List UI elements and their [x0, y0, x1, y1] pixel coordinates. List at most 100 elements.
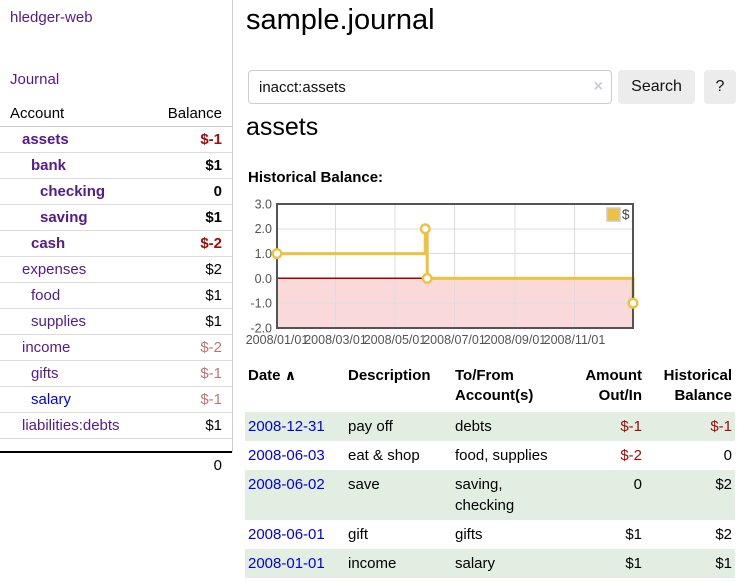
register-header-date-label: Date — [248, 367, 281, 384]
transaction-date-link[interactable]: 2008-06-02 — [248, 475, 325, 493]
account-link-food[interactable]: food — [31, 287, 61, 304]
transaction-description: pay off — [345, 411, 452, 441]
transaction-balance: $-1 — [645, 411, 735, 441]
clear-search-icon[interactable]: × — [593, 78, 603, 95]
register-row[interactable]: 2008-12-31 pay off debts $-1 $-1 — [245, 411, 735, 441]
transaction-amount: $1 — [564, 548, 645, 578]
account-balance: 0 — [150, 178, 232, 205]
transaction-date-link[interactable]: 2008-01-01 — [248, 554, 325, 572]
account-link-checking[interactable]: checking — [40, 183, 106, 200]
account-link-liabilities-debts[interactable]: liabilities:debts — [22, 417, 120, 434]
accounts-total-value: 0 — [150, 451, 232, 478]
register-header-description: Description — [348, 367, 431, 384]
transaction-accounts: gifts — [455, 525, 483, 543]
transaction-description: save — [345, 469, 452, 520]
historical-balance-chart[interactable]: 3.0 2.0 1.0 0.0 -1.0 -2.02008/01/012008/03/01… — [245, 198, 742, 353]
account-link-income[interactable]: income — [22, 339, 71, 356]
chart-title: Historical Balance: — [248, 169, 384, 186]
account-balance: $1 — [150, 308, 232, 335]
svg-text:3.0: 3.0 — [255, 198, 272, 211]
account-link-expenses[interactable]: expenses — [22, 261, 87, 278]
account-row-income: income $-2 — [0, 334, 232, 361]
svg-text:1.0: 1.0 — [255, 247, 272, 261]
register-header-date[interactable]: Date ∧ — [245, 363, 345, 412]
account-heading: assets — [246, 113, 319, 141]
search-input-wrap: × — [248, 70, 612, 104]
account-balance: $-1 — [150, 386, 232, 413]
transaction-date-link[interactable]: 2008-06-03 — [248, 446, 325, 464]
transaction-date-link[interactable]: 2008-12-31 — [248, 417, 325, 435]
accounts-tree-table: Account Balance assets $-1 bank $1 check… — [0, 101, 232, 478]
app-title-link[interactable]: hledger-web — [10, 9, 93, 26]
account-link-assets[interactable]: assets — [22, 131, 69, 148]
account-row-salary: salary $-1 — [0, 386, 232, 413]
account-link-gifts[interactable]: gifts — [31, 365, 59, 382]
account-row-food: food $1 — [0, 282, 232, 309]
transaction-balance: $2 — [715, 525, 732, 543]
svg-text:2008/09/01: 2008/09/01 — [484, 333, 547, 347]
account-link-bank[interactable]: bank — [31, 157, 67, 174]
account-balance: $1 — [150, 282, 232, 309]
accounts-header-balance: Balance — [150, 101, 232, 127]
transaction-description: eat & shop — [348, 446, 420, 464]
register-table: Date ∧ Description To/From Account(s) Am… — [245, 363, 735, 578]
chart-legend-label: $ — [622, 207, 630, 222]
transaction-accounts: food, supplies — [455, 446, 548, 464]
account-link-cash[interactable]: cash — [31, 235, 66, 252]
register-row[interactable]: 2008-06-01 gift gifts $1 $2 — [245, 520, 735, 549]
register-header-amount: Amount Out/In — [585, 367, 642, 405]
accounts-header-account: Account — [0, 101, 151, 127]
account-balance: $1 — [150, 152, 232, 179]
transaction-amount: $-2 — [620, 446, 642, 464]
transaction-balance: $2 — [645, 469, 735, 520]
transaction-accounts: saving, checking — [452, 469, 564, 520]
svg-text:2008/07/01: 2008/07/01 — [423, 333, 486, 347]
transaction-description: income — [345, 548, 452, 578]
svg-text:-2.0: -2.0 — [250, 321, 272, 335]
account-link-saving[interactable]: saving — [40, 209, 88, 226]
main-panel: sample.journal × Search ? assets Histori… — [233, 0, 742, 582]
svg-text:2008/03/01: 2008/03/01 — [304, 333, 367, 347]
accounts-total-spacer — [0, 439, 232, 453]
search-input[interactable] — [248, 70, 612, 104]
svg-text:2008/01/01: 2008/01/01 — [246, 333, 309, 347]
account-balance: $-1 — [150, 126, 232, 153]
transaction-amount: 0 — [564, 469, 645, 520]
transaction-balance: $1 — [645, 548, 735, 578]
transaction-accounts: salary — [452, 548, 564, 578]
account-row-gifts: gifts $-1 — [0, 360, 232, 387]
register-header-balance: Historical Balance — [663, 367, 732, 405]
sidebar-item-journal[interactable]: Journal — [10, 71, 60, 88]
account-balance: $-2 — [150, 334, 232, 361]
account-balance: $-2 — [150, 230, 232, 257]
account-link-salary[interactable]: salary — [31, 391, 72, 408]
account-row-bank: bank $1 — [0, 152, 232, 179]
account-row-expenses: expenses $2 — [0, 256, 232, 283]
sidebar: hledger-web Journal Account Balance asse… — [0, 0, 233, 478]
accounts-total-row: 0 — [0, 451, 232, 478]
page-title: sample.journal — [246, 4, 435, 36]
account-balance: $2 — [150, 256, 232, 283]
account-row-assets: assets $-1 — [0, 126, 232, 153]
transaction-amount: $-1 — [564, 411, 645, 441]
account-link-supplies[interactable]: supplies — [31, 313, 87, 330]
svg-text:-1.0: -1.0 — [250, 297, 272, 311]
search-button[interactable]: Search — [618, 70, 695, 104]
transaction-balance: 0 — [723, 446, 732, 464]
transaction-date-link[interactable]: 2008-06-01 — [248, 525, 325, 543]
account-row-supplies: supplies $1 — [0, 308, 232, 335]
svg-text:0.0: 0.0 — [255, 272, 272, 286]
account-row-cash: cash $-2 — [0, 230, 232, 257]
register-row[interactable]: 2008-06-02 save saving, checking 0 $2 — [245, 469, 735, 520]
svg-text:2008/11/01: 2008/11/01 — [544, 333, 606, 347]
register-row[interactable]: 2008-06-03 eat & shop food, supplies $-2… — [245, 441, 735, 470]
transaction-accounts: debts — [452, 411, 564, 441]
register-header-accounts: To/From Account(s) — [455, 367, 534, 405]
account-row-saving: saving $1 — [0, 204, 232, 231]
account-balance: $1 — [150, 412, 232, 439]
account-balance: $1 — [150, 204, 232, 231]
svg-text:2008/05/01: 2008/05/01 — [364, 333, 427, 347]
help-button[interactable]: ? — [704, 70, 736, 104]
register-row[interactable]: 2008-01-01 income salary $1 $1 — [245, 548, 735, 578]
svg-text:2.0: 2.0 — [255, 222, 272, 236]
